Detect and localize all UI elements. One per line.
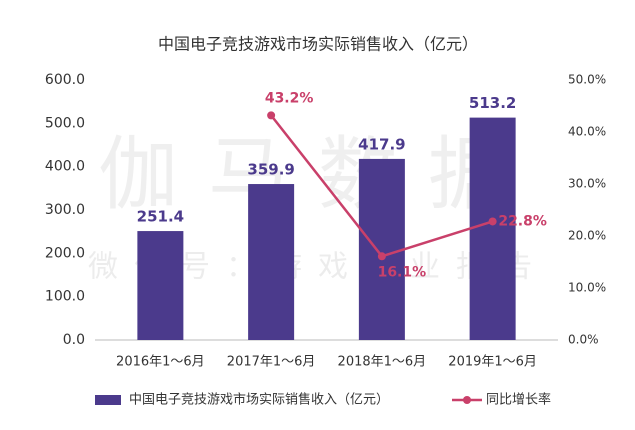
legend-swatch: [463, 396, 471, 404]
y2-tick-label: 40.0%: [568, 125, 606, 139]
y2-tick-label: 20.0%: [568, 229, 606, 243]
watermark: 伽马数据: [98, 128, 538, 221]
y2-tick-label: 0.0%: [568, 333, 599, 347]
line-value-label: 43.2%: [265, 90, 314, 106]
x-tick-label: 2017年1～6月: [227, 355, 316, 370]
y2-tick-label: 30.0%: [568, 177, 606, 191]
line-point: [488, 217, 497, 226]
y-tick-label: 300.0: [45, 202, 85, 218]
x-tick-label: 2016年1～6月: [116, 355, 205, 370]
x-tick-label: 2019年1～6月: [448, 355, 537, 370]
line-point: [267, 111, 276, 120]
bar: [469, 117, 516, 340]
line-value-label: 16.1%: [378, 264, 427, 280]
y-tick-label: 400.0: [45, 159, 85, 175]
chart-title: 中国电子竞技游戏市场实际销售收入（亿元）: [158, 35, 478, 54]
y-tick-label: 500.0: [45, 115, 85, 131]
bar-value-label: 251.4: [137, 208, 184, 226]
legend-label: 中国电子竞技游戏市场实际销售收入（亿元）: [129, 392, 389, 408]
line-point: [377, 252, 386, 261]
bar: [358, 158, 405, 340]
y-tick-label: 200.0: [45, 245, 85, 261]
y-tick-label: 600.0: [45, 72, 85, 88]
bar-value-label: 359.9: [247, 161, 294, 179]
bar-value-label: 417.9: [358, 135, 405, 153]
bar-value-label: 513.2: [469, 94, 516, 112]
x-tick-label: 2018年1～6月: [338, 355, 427, 370]
y2-tick-label: 10.0%: [568, 281, 606, 295]
bar: [137, 231, 184, 340]
line-value-label: 22.8%: [498, 213, 547, 229]
legend-swatch: [95, 395, 121, 405]
y-tick-label: 0.0: [63, 332, 85, 348]
y2-tick-label: 50.0%: [568, 73, 606, 87]
bar: [248, 184, 295, 340]
legend-label: 同比增长率: [486, 392, 551, 408]
y-tick-label: 100.0: [45, 289, 85, 305]
